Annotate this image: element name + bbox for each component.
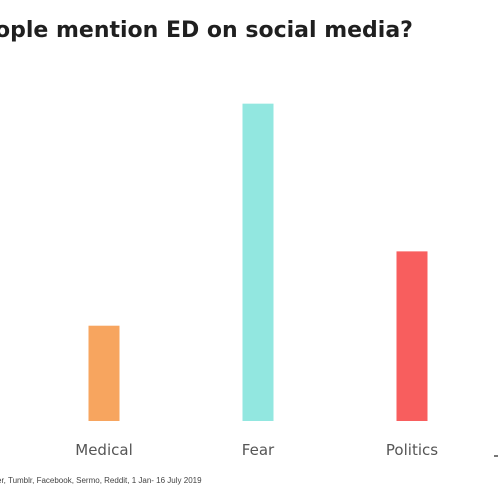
category-labels-group: Medical Fear Politics [75,441,438,459]
bars-group [88,103,428,421]
bar-fear [242,103,274,421]
category-label-medical: Medical [75,441,132,459]
chart-title: ople mention ED on social media? [0,18,413,43]
bar-medical [88,325,120,421]
bar-politics [396,251,428,421]
source-note: er, Tumblr, Facebook, Sermo, Reddit, 1 J… [0,476,202,485]
category-label-fear: Fear [242,441,275,459]
category-label-politics: Politics [386,441,438,459]
cropped-mark [494,455,498,457]
